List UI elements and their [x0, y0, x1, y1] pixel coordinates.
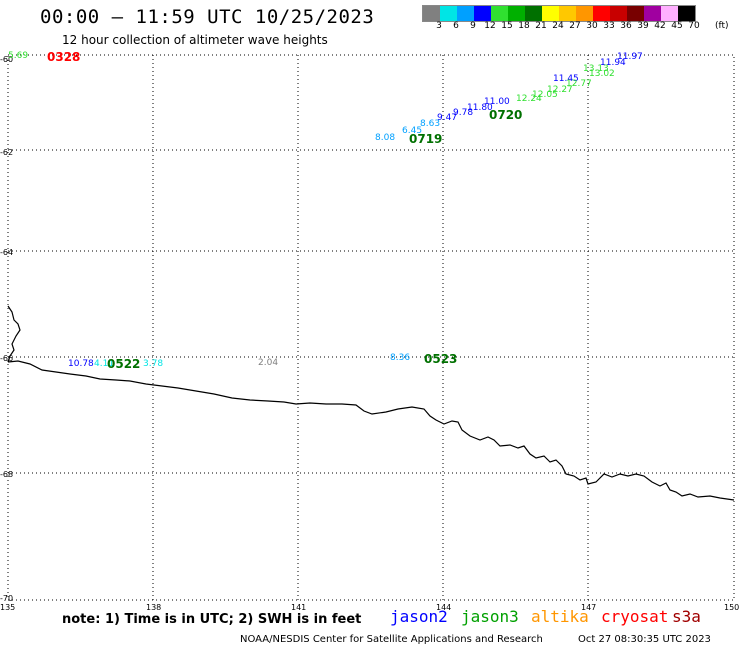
- wave-height-label: 13.02: [589, 69, 615, 79]
- longitude-label: 141: [291, 603, 307, 612]
- legend-level-label: 27: [569, 21, 581, 31]
- longitude-label: 138: [146, 603, 162, 612]
- wave-height-label: 8.08: [375, 133, 396, 143]
- wave-height-label: 9.78: [453, 108, 474, 118]
- legend-swatch: [474, 6, 491, 21]
- satellite-name: s3a: [672, 607, 701, 626]
- latitude-label: -70: [0, 594, 14, 603]
- legend-level-label: 36: [620, 21, 632, 31]
- latitude-label: -60: [0, 55, 14, 64]
- legend-swatch: [678, 6, 695, 21]
- map-title: 00:00 – 11:59 UTC 10/25/2023: [40, 6, 375, 28]
- wave-height-label: 4.11: [94, 359, 115, 369]
- legend-swatch: [491, 6, 508, 21]
- legend-level-label: 6: [453, 21, 459, 31]
- wave-height-label: 12.05: [532, 90, 558, 100]
- legend-swatch: [610, 6, 627, 21]
- pass-time-label: 0523: [424, 352, 458, 366]
- wave-height-label: 11.00: [484, 97, 510, 107]
- legend-swatch: [525, 6, 542, 21]
- legend-unit: (ft): [715, 21, 729, 31]
- wave-height-label: 9.47: [437, 113, 458, 123]
- wave-height-label: 6.45: [402, 126, 423, 136]
- legend-swatch: [559, 6, 576, 21]
- legend-swatch: [576, 6, 593, 21]
- wave-height-label: 8.36: [390, 353, 411, 363]
- legend-level-label: 39: [637, 21, 649, 31]
- longitude-label: 147: [581, 603, 597, 612]
- legend-level-label: 42: [654, 21, 666, 31]
- legend-swatch: [661, 6, 678, 21]
- latitude-label: -66: [0, 354, 14, 363]
- satellite-name: cryosat: [601, 607, 669, 626]
- latitude-label: -68: [0, 470, 14, 479]
- color-scale-legend: [422, 5, 696, 22]
- satellite-name: altika: [531, 607, 589, 626]
- legend-swatch: [457, 6, 474, 21]
- legend-level-label: 24: [552, 21, 564, 31]
- satellite-name: jason3: [461, 607, 519, 626]
- legend-swatch: [440, 6, 457, 21]
- wave-height-label: 5.69: [8, 51, 29, 61]
- wave-height-label: 13.13: [583, 64, 609, 74]
- wave-height-label: 3.78: [143, 359, 164, 369]
- legend-level-label: 18: [518, 21, 530, 31]
- longitude-label: 144: [436, 603, 452, 612]
- wave-height-label: 11.80: [467, 103, 493, 113]
- legend-swatch: [593, 6, 610, 21]
- pass-time-label: 0522: [107, 357, 141, 371]
- wave-height-label: 11.45: [553, 74, 579, 84]
- longitude-label: 150: [724, 603, 740, 612]
- legend-swatch: [423, 6, 440, 21]
- legend-swatch: [627, 6, 644, 21]
- generated-timestamp: Oct 27 08:30:35 UTC 2023: [578, 634, 711, 645]
- latitude-label: -62: [0, 148, 14, 157]
- map-frame: [7, 54, 735, 601]
- wave-height-label: 12.24: [516, 94, 542, 104]
- legend-swatch: [508, 6, 525, 21]
- graticule: [8, 55, 734, 600]
- pass-time-label: 0719: [409, 132, 443, 146]
- legend-level-label: 12: [484, 21, 496, 31]
- legend-level-label: 30: [586, 21, 598, 31]
- wave-height-label: 2.04: [258, 358, 279, 368]
- longitude-label: 135: [0, 603, 16, 612]
- satellite-name: jason2: [390, 607, 448, 626]
- legend-level-label: 70: [688, 21, 700, 31]
- wave-height-label: 12.77: [566, 79, 592, 89]
- legend-swatch: [644, 6, 661, 21]
- legend-level-label: 15: [501, 21, 513, 31]
- wave-height-label: 10.78: [68, 359, 94, 369]
- latitude-label: -64: [0, 248, 14, 257]
- legend-swatch: [542, 6, 559, 21]
- antarctic-coastline: [7, 305, 735, 501]
- wave-height-label: 8.63: [420, 119, 441, 129]
- map-subtitle: 12 hour collection of altimeter wave hei…: [62, 33, 328, 47]
- footer-note: note: 1) Time is in UTC; 2) SWH is in fe…: [62, 612, 362, 627]
- legend-level-label: 33: [603, 21, 615, 31]
- wave-height-label: 11.97: [617, 52, 643, 62]
- credit-line: NOAA/NESDIS Center for Satellite Applica…: [240, 634, 543, 645]
- pass-time-label: 0328: [47, 50, 81, 64]
- legend-level-label: 3: [436, 21, 442, 31]
- pass-time-label: 0720: [489, 108, 523, 122]
- legend-level-label: 45: [671, 21, 683, 31]
- legend-level-label: 9: [470, 21, 476, 31]
- legend-level-label: 21: [535, 21, 547, 31]
- wave-height-label: 11.94: [600, 58, 626, 68]
- wave-height-label: 12.27: [547, 85, 573, 95]
